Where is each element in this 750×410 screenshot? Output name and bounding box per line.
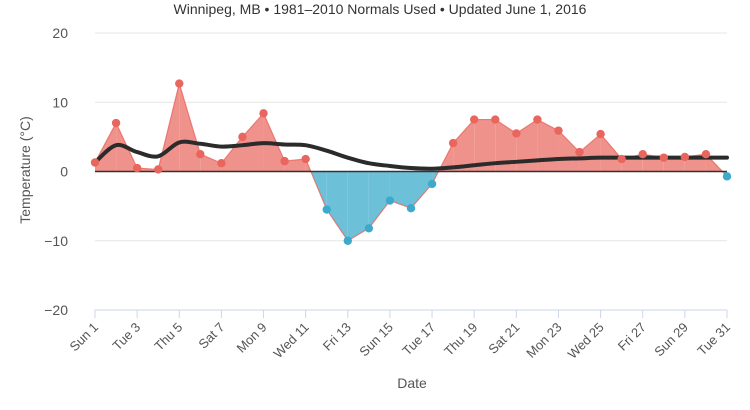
- above-normal-point: [617, 154, 626, 164]
- below-normal-point: [364, 224, 374, 233]
- x-tick-label: Tue 3: [109, 320, 143, 354]
- above-normal-point: [217, 158, 226, 168]
- y-tick-label: −20: [44, 302, 68, 318]
- above-normal-area: [600, 134, 622, 172]
- below-normal-point: [427, 179, 437, 189]
- above-normal-area: [474, 119, 496, 172]
- y-tick-label: 0: [60, 164, 68, 180]
- anomaly-areas: [94, 81, 728, 242]
- above-normal-point: [175, 79, 184, 88]
- below-normal-area: [368, 171, 390, 229]
- x-tick-label: Mon 9: [233, 320, 269, 356]
- above-normal-point: [301, 154, 310, 164]
- above-normal-area: [221, 136, 243, 172]
- y-tick-label: 20: [52, 25, 68, 41]
- above-normal-area: [558, 130, 580, 172]
- below-normal-area: [389, 171, 411, 209]
- below-normal-point: [722, 172, 732, 181]
- x-tick-label: Sun 1: [66, 320, 101, 355]
- x-tick-label: Wed 25: [565, 320, 607, 362]
- below-normal-point: [406, 204, 416, 213]
- y-axis-ticks: 20 10 0 −10 −20: [44, 25, 68, 318]
- above-normal-point: [90, 158, 100, 167]
- below-normal-point: [322, 205, 331, 214]
- data-points: [90, 79, 732, 245]
- x-tick-label: Thu 19: [441, 320, 480, 359]
- above-normal-point: [111, 118, 121, 128]
- above-normal-point: [259, 109, 268, 118]
- grid-lines: [95, 32, 727, 311]
- above-normal-area: [495, 119, 517, 172]
- above-normal-point: [132, 163, 142, 173]
- x-tick-label: Sun 15: [356, 320, 396, 360]
- x-tick-label: Wed 11: [270, 320, 311, 361]
- above-normal-area: [284, 159, 306, 172]
- above-normal-point: [596, 129, 605, 139]
- below-normal-area: [347, 171, 369, 241]
- x-tick-label: Mon 23: [523, 320, 564, 361]
- above-normal-area: [516, 119, 538, 172]
- chart-subtitle: Winnipeg, MB • 1981–2010 Normals Used • …: [174, 1, 587, 17]
- above-normal-point: [491, 115, 500, 124]
- above-normal-area: [537, 119, 559, 172]
- x-tick-label: Fri 13: [320, 320, 354, 354]
- above-normal-point: [638, 149, 647, 159]
- above-normal-area: [453, 119, 475, 172]
- above-normal-point: [280, 156, 289, 166]
- above-normal-point: [154, 165, 163, 174]
- above-normal-area: [579, 134, 601, 172]
- above-normal-point: [533, 115, 542, 124]
- above-normal-point: [512, 129, 521, 138]
- above-normal-point: [470, 115, 479, 124]
- x-axis-ticks: Sun 1 Tue 3 Thu 5 Sat 7 Mon 9 Wed 11 Fri 13 Sun…: [66, 310, 733, 362]
- y-axis-title: Temperature (°C): [17, 116, 33, 224]
- x-tick-label: Tue 31: [694, 320, 733, 359]
- x-tick-label: Sat 7: [195, 320, 227, 352]
- below-normal-area: [411, 171, 433, 209]
- above-normal-area: [663, 156, 685, 172]
- above-normal-point: [448, 138, 458, 148]
- y-tick-label: −10: [44, 233, 68, 249]
- above-normal-point: [575, 147, 584, 157]
- x-tick-label: Fri 27: [615, 320, 649, 354]
- below-normal-point: [343, 236, 352, 245]
- above-normal-point: [238, 132, 247, 142]
- below-normal-point: [385, 196, 395, 205]
- above-normal-point: [701, 149, 711, 159]
- above-normal-point: [196, 149, 205, 159]
- x-tick-label: Sun 29: [651, 320, 691, 360]
- x-tick-label: Sat 21: [485, 320, 522, 357]
- above-normal-point: [554, 126, 563, 135]
- x-axis-title: Date: [397, 375, 427, 391]
- x-tick-label: Thu 5: [151, 320, 185, 354]
- above-normal-area: [200, 154, 222, 172]
- below-normal-area: [326, 171, 348, 241]
- y-tick-label: 10: [52, 94, 68, 110]
- above-normal-area: [179, 83, 201, 172]
- x-tick-label: Tue 17: [399, 320, 438, 359]
- above-normal-point: [659, 153, 668, 162]
- above-normal-point: [680, 152, 690, 162]
